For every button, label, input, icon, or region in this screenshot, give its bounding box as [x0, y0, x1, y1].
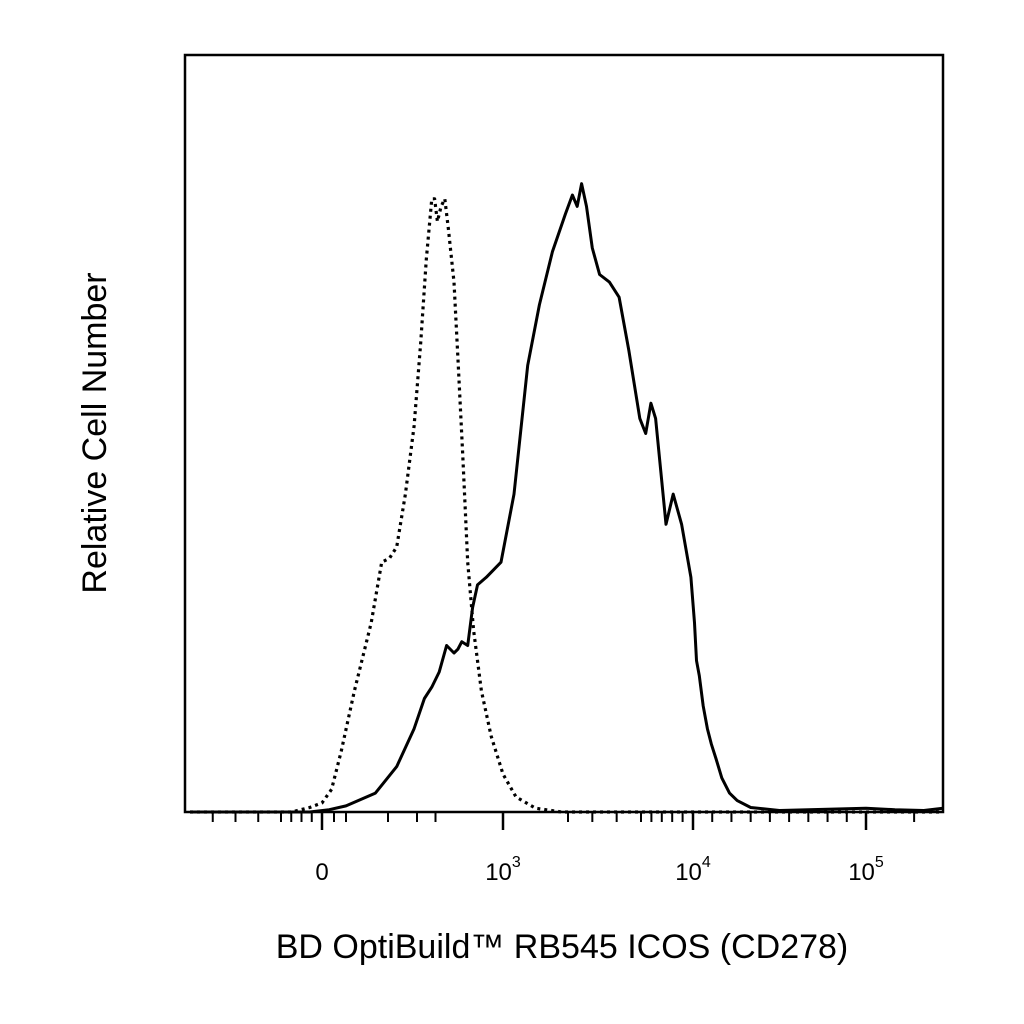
- stained-histogram-solid: [190, 182, 944, 814]
- x-axis-label: BD OptiBuild™ RB545 ICOS (CD278): [276, 928, 849, 966]
- histogram-series: [190, 182, 944, 814]
- x-axis-minor-ticks: [211, 812, 916, 822]
- x-tick-label-3: 105: [848, 854, 884, 886]
- y-axis-label: Relative Cell Number: [76, 272, 114, 593]
- control-histogram-dotted: [190, 197, 943, 814]
- x-tick-label-1: 103: [485, 854, 521, 886]
- x-tick-label-2: 104: [675, 854, 711, 886]
- plot-frame: [183, 53, 945, 814]
- x-axis-major-ticks: [320, 812, 868, 830]
- x-tick-label-0: 0: [315, 859, 328, 886]
- x-axis-tick-labels: 0 103 104 105: [315, 854, 884, 886]
